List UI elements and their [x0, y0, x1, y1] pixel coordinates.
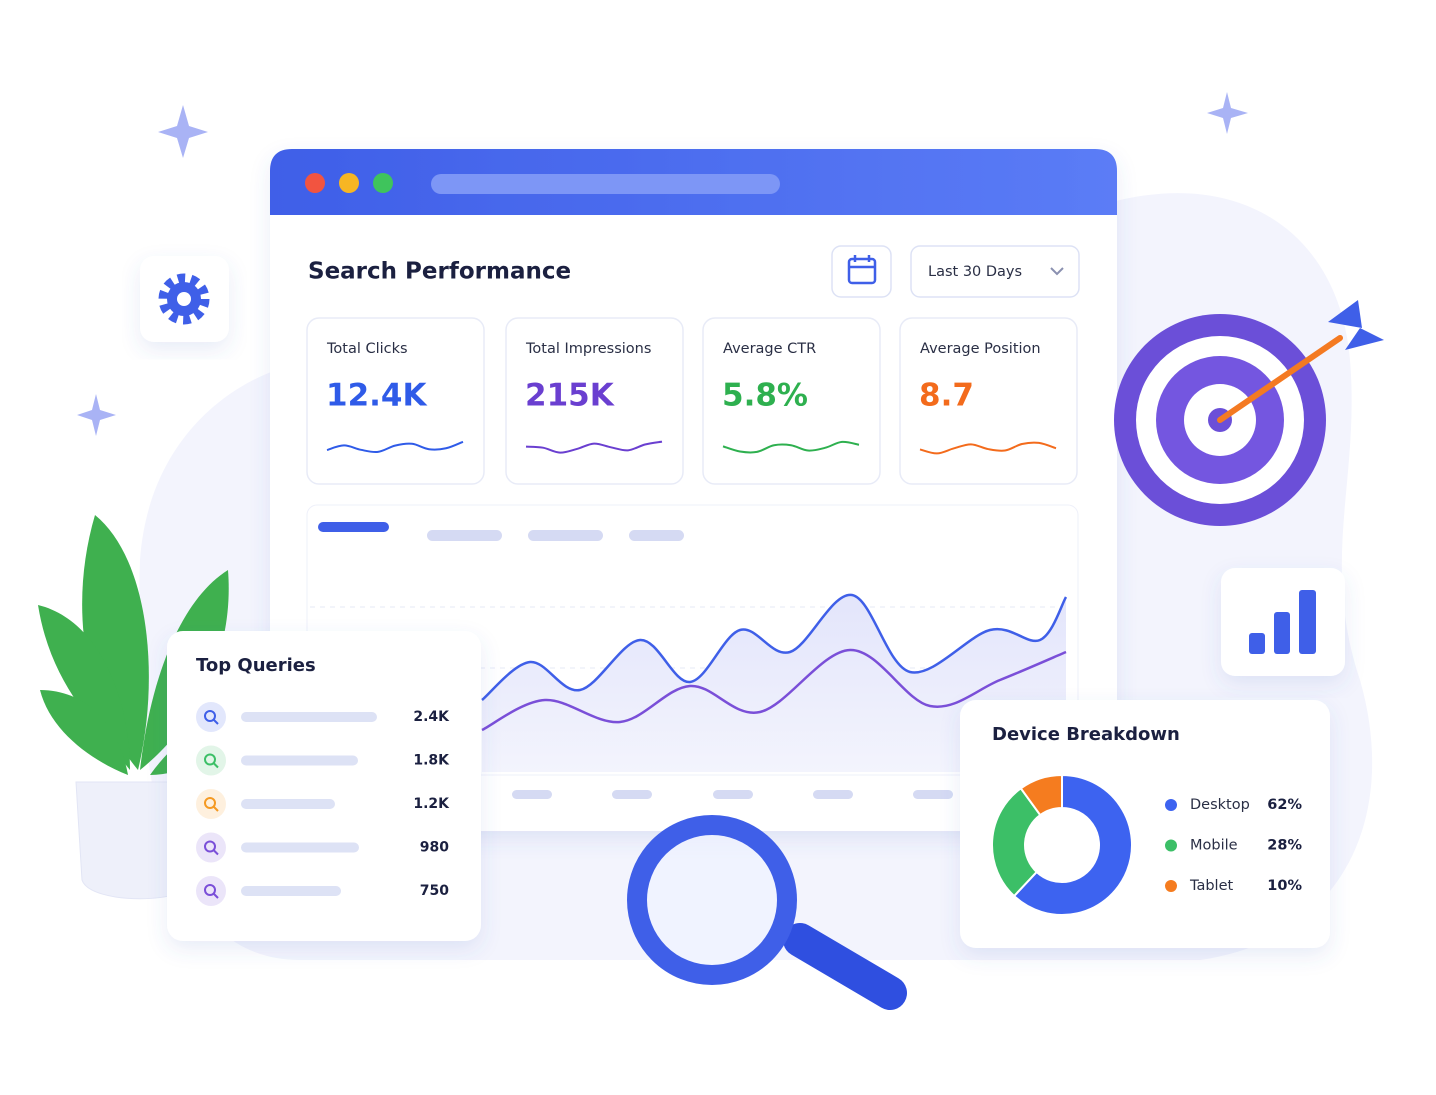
query-placeholder: [241, 755, 358, 766]
query-icon: [204, 840, 216, 853]
metric-label: Total Clicks: [326, 341, 408, 357]
query-value: 750: [420, 883, 449, 899]
metric-card: [306, 317, 485, 485]
tab-active[interactable]: [318, 522, 389, 532]
sparkline: [525, 440, 663, 454]
query-placeholder: [241, 842, 359, 853]
query-icon: [213, 849, 219, 856]
query-icon: [196, 789, 226, 819]
query-icon: [196, 876, 226, 906]
legend-value: 62%: [1267, 797, 1302, 813]
query-icon: [204, 753, 216, 766]
page-title: Search Performance: [308, 259, 571, 285]
metric-label: Average CTR: [723, 341, 816, 357]
x-axis-placeholders: [512, 790, 953, 799]
card-title: Top Queries: [196, 655, 316, 676]
sparkles: [77, 92, 1248, 436]
donut-segment: [1012, 773, 1133, 916]
donut-segment: [1019, 773, 1063, 817]
query-icon: [213, 762, 219, 769]
query-placeholder: [241, 712, 377, 722]
query-icon: [196, 745, 226, 776]
tab[interactable]: [528, 530, 603, 541]
metric-value: 12.4K: [326, 378, 427, 414]
query-value: 2.4K: [413, 709, 450, 725]
tab[interactable]: [629, 530, 684, 541]
query-value: 1.8K: [413, 753, 450, 769]
top-queries-card: Top Queries 2.4K 1.8K 1.2K 980 750: [167, 631, 481, 941]
query-icon: [213, 719, 219, 725]
query-value: 1.2K: [413, 796, 450, 812]
metric-label: Total Impressions: [525, 341, 651, 357]
legend-name: Mobile: [1190, 838, 1238, 854]
metric-label: Average Position: [920, 341, 1041, 357]
query-icon: [204, 710, 216, 722]
card-title: Device Breakdown: [992, 724, 1180, 745]
target-icon: [1114, 300, 1384, 526]
metric-value: 5.8%: [722, 378, 808, 414]
chart-area: [482, 594, 1066, 772]
sparkline: [326, 440, 464, 454]
legend-dot: [1165, 799, 1177, 811]
legend-name: Desktop: [1190, 797, 1250, 813]
window-dot: [373, 173, 393, 193]
url-bar: [431, 174, 780, 194]
metric-card: [505, 317, 684, 485]
window-dot: [339, 173, 359, 193]
query-placeholder: [241, 886, 341, 896]
donut-segment: [991, 786, 1042, 898]
query-placeholder: [241, 799, 335, 809]
legend-dot: [1165, 839, 1177, 852]
device-breakdown-card: Device Breakdown Desktop 62% Mobile 28% Tabl…: [960, 700, 1330, 948]
query-icon: [213, 806, 219, 812]
legend-value: 10%: [1267, 878, 1302, 894]
calendar-button[interactable]: [831, 245, 892, 298]
legend-value: 28%: [1267, 838, 1302, 854]
magnifier-icon: [627, 815, 907, 1010]
legend-dot: [1165, 880, 1177, 892]
query-icon: [196, 702, 226, 732]
bar-icon-card: [1221, 568, 1345, 676]
metric-cards: Total Clicks 12.4K Total Impressions 215K Av…: [306, 317, 1078, 485]
metric-value: 215K: [525, 378, 615, 414]
date-range-dropdown[interactable]: Last 30 Days: [910, 245, 1080, 298]
tab[interactable]: [427, 530, 502, 541]
legend-name: Tablet: [1189, 878, 1233, 894]
query-value: 980: [420, 840, 449, 856]
query-icon: [196, 832, 226, 863]
query-icon: [204, 797, 216, 809]
date-range-label: Last 30 Days: [928, 264, 1022, 280]
metric-value: 8.7: [919, 378, 974, 414]
chart-line: [481, 593, 1068, 701]
sparkline: [722, 440, 860, 454]
chart-line: [481, 648, 1067, 732]
query-icon: [213, 893, 219, 899]
query-icon: [204, 884, 216, 896]
metric-card: [702, 317, 881, 485]
settings-icon-card: [140, 256, 229, 342]
sparkline: [919, 441, 1057, 455]
window-dot: [305, 173, 325, 193]
